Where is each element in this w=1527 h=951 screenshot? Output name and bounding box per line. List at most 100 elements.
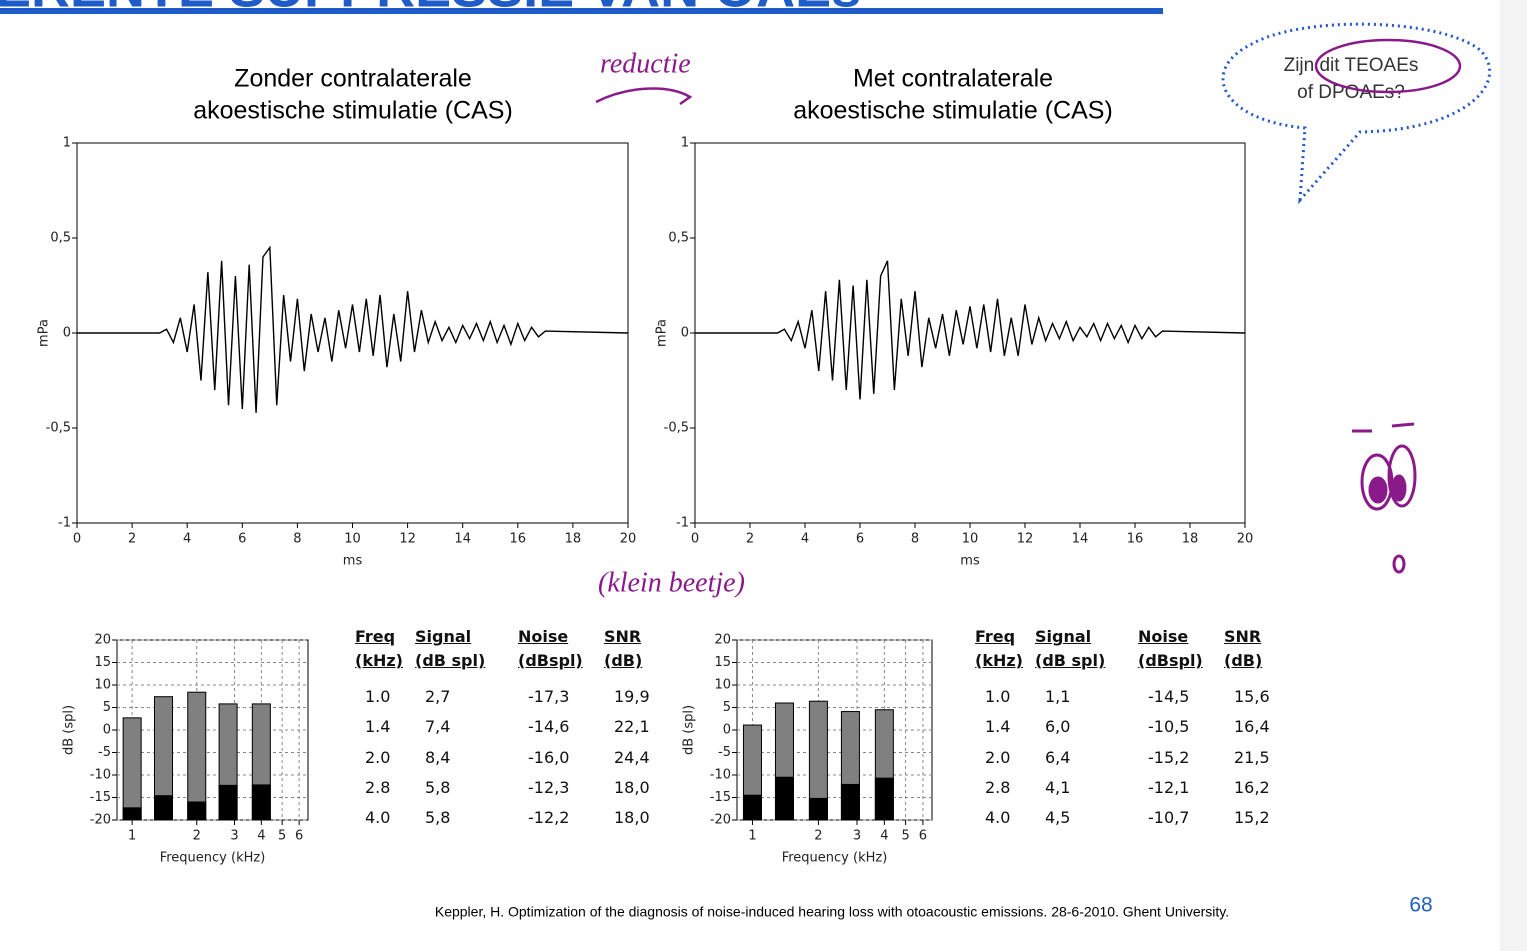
table-cell: 1.4 (985, 717, 1011, 736)
table-cell: 7,4 (425, 717, 451, 736)
y-tick-label: 0 (103, 723, 111, 738)
table-cell: -10,7 (1148, 808, 1190, 827)
table-header: Noise (1138, 627, 1189, 646)
x-tick-label: 8 (293, 532, 301, 547)
table-cell: -10,5 (1148, 717, 1190, 736)
x-tick-label: 12 (399, 532, 416, 547)
x-tick-label: 14 (1072, 532, 1089, 547)
bar (122, 807, 142, 821)
x-tick-label: 5 (278, 829, 286, 844)
x-tick-label: 16 (510, 532, 527, 547)
x-tick-label: 3 (853, 829, 861, 844)
table-header: (dB spl) (415, 651, 486, 670)
bar (122, 717, 142, 821)
table-header: Signal (1035, 627, 1092, 646)
handwritten-doodle (1352, 422, 1417, 574)
x-tick-label: 6 (856, 532, 864, 547)
bar (218, 784, 238, 821)
table-header: SNR (604, 627, 642, 646)
x-tick-label: 10 (962, 532, 979, 547)
table-cell: -17,3 (528, 687, 570, 706)
x-tick-label: 4 (801, 532, 809, 547)
y-tick-label: -0,5 (664, 421, 689, 436)
table-header: (dB spl) (1035, 651, 1106, 670)
x-tick-label: 10 (344, 532, 361, 547)
table-cell: -16,0 (528, 748, 570, 767)
scrollbar-strip (1500, 0, 1527, 951)
y-tick-label: -20 (710, 813, 731, 828)
y-tick-label: -20 (90, 813, 111, 828)
x-tick-label: 5 (901, 829, 909, 844)
table-cell: 2.8 (365, 778, 391, 797)
table-cell: 5,8 (425, 778, 451, 797)
handwritten-note: reductie (600, 48, 691, 79)
table-cell: 1,1 (1045, 687, 1071, 706)
table-cell: 8,4 (425, 748, 451, 767)
table-header: (dBspl) (1138, 651, 1203, 670)
x-axis-label: ms (960, 554, 980, 569)
table-cell: 2.0 (985, 748, 1011, 767)
x-tick-label: 18 (1182, 532, 1199, 547)
x-tick-label: 12 (1017, 532, 1034, 547)
y-tick-label: 20 (714, 633, 731, 648)
speech-bubble (1221, 22, 1492, 205)
table-header: (dBspl) (518, 651, 583, 670)
table-header: (kHz) (355, 651, 403, 670)
table-cell: 6,0 (1045, 717, 1071, 736)
table-cell: 21,5 (1234, 748, 1270, 767)
table-header: Freq (975, 627, 1016, 646)
y-tick-label: 15 (714, 655, 731, 670)
y-axis-label: mPa (37, 319, 52, 347)
bubble-text: Zijn dit TEOAEs (1284, 55, 1419, 76)
waveform (695, 260, 1246, 400)
chart-title: akoestische stimulatie (CAS) (793, 97, 1113, 125)
x-tick-label: 1 (748, 829, 756, 844)
y-tick-label: 0,5 (668, 231, 689, 246)
x-axis-label: Frequency (kHz) (160, 851, 266, 866)
y-tick-label: 5 (723, 700, 731, 715)
y-tick-label: 0,5 (50, 231, 71, 246)
y-tick-label: 0 (681, 326, 689, 341)
table-cell: -12,1 (1148, 778, 1190, 797)
x-tick-label: 2 (193, 829, 201, 844)
chart-title: Zonder contralaterale (234, 65, 472, 93)
x-tick-label: 18 (565, 532, 582, 547)
x-tick-label: 20 (1237, 532, 1254, 547)
table-cell: 2.0 (365, 748, 391, 767)
table-cell: 15,2 (1234, 808, 1270, 827)
citation: Keppler, H. Optimization of the diagnosi… (435, 904, 1229, 920)
x-tick-label: 16 (1127, 532, 1144, 547)
y-tick-label: 1 (681, 136, 689, 151)
table-cell: 15,6 (1234, 687, 1270, 706)
table-cell: 1.0 (985, 687, 1011, 706)
table-cell: 24,4 (614, 748, 650, 767)
x-axis-label: Frequency (kHz) (782, 851, 888, 866)
x-tick-label: 6 (919, 829, 927, 844)
table-cell: 4.0 (985, 808, 1011, 827)
table-header: (dB) (1224, 651, 1263, 670)
bar (774, 776, 794, 821)
table-cell: 1.0 (365, 687, 391, 706)
x-tick-label: 2 (814, 829, 822, 844)
x-tick-label: 2 (746, 532, 754, 547)
y-tick-label: -5 (98, 745, 111, 760)
y-tick-label: -0,5 (46, 421, 71, 436)
bar (187, 691, 207, 821)
y-axis-label: dB (spl) (682, 705, 697, 755)
y-tick-label: -5 (718, 745, 731, 760)
title-underline (0, 8, 1163, 14)
table-cell: -12,3 (528, 778, 570, 797)
y-tick-label: 15 (94, 655, 111, 670)
bar (840, 783, 860, 821)
table-header: Signal (415, 627, 472, 646)
x-tick-label: 4 (183, 532, 191, 547)
table-cell: -15,2 (1148, 748, 1190, 767)
x-tick-label: 20 (620, 532, 637, 547)
x-tick-label: 0 (73, 532, 81, 547)
x-tick-label: 14 (454, 532, 471, 547)
chart-title: Met contralaterale (853, 65, 1053, 93)
x-tick-label: 1 (128, 829, 136, 844)
y-tick-label: -15 (90, 790, 111, 805)
